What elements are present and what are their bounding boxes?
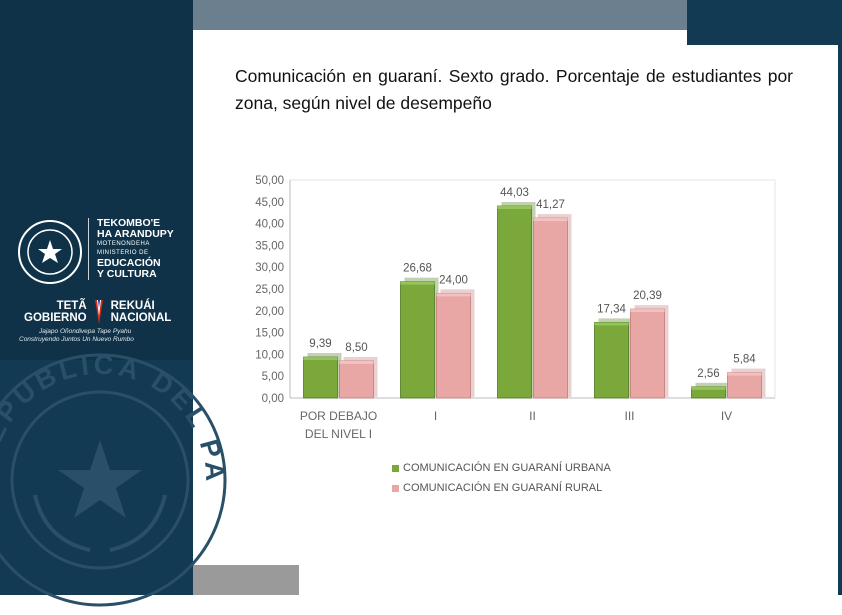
bar-top-highlight bbox=[727, 372, 762, 376]
data-label: 17,34 bbox=[597, 303, 626, 315]
x-tick-label: III bbox=[624, 409, 634, 423]
ministry-line6: Y CULTURA bbox=[97, 268, 157, 280]
bar-top-highlight bbox=[630, 309, 665, 313]
y-tick-label: 45,00 bbox=[255, 197, 284, 209]
gov-left1: TETÃ bbox=[56, 300, 87, 312]
x-tick-label: DEL NIVEL I bbox=[305, 427, 372, 441]
x-tick-label: POR DEBAJO bbox=[300, 409, 377, 423]
bar bbox=[436, 292, 471, 399]
bar bbox=[533, 217, 568, 399]
bar-top-highlight bbox=[594, 322, 629, 326]
data-label: 5,84 bbox=[733, 354, 756, 366]
data-label: 20,39 bbox=[633, 290, 662, 302]
data-label: 2,56 bbox=[697, 368, 719, 380]
bar bbox=[339, 360, 374, 399]
x-tick-label: IV bbox=[721, 409, 732, 423]
bar-top-highlight bbox=[691, 386, 726, 390]
y-tick-label: 5,00 bbox=[262, 371, 284, 383]
bar-top-highlight bbox=[400, 281, 435, 285]
legend-swatch-rural bbox=[392, 484, 399, 492]
data-label: 26,68 bbox=[403, 263, 432, 275]
flag-ribbon-icon bbox=[94, 300, 103, 324]
ministry-line3: MOTENONDEHA bbox=[97, 241, 150, 247]
bottom-bar bbox=[193, 565, 299, 595]
y-tick-label: 0,00 bbox=[262, 393, 284, 405]
data-label: 44,03 bbox=[500, 187, 529, 199]
bar bbox=[400, 281, 435, 399]
ministry-logo: TEKOMBO'E HA ARANDUPY MOTENONDEHA MINIST… bbox=[16, 218, 186, 344]
gov-right1: REKUÁI bbox=[110, 300, 155, 312]
y-tick-label: 20,00 bbox=[255, 306, 284, 318]
legend-item-urban: COMUNICACIÓN EN GUARANÍ URBANA bbox=[392, 458, 611, 478]
y-tick-label: 25,00 bbox=[255, 284, 284, 296]
data-label: 24,00 bbox=[439, 274, 468, 286]
y-tick-label: 35,00 bbox=[255, 240, 284, 252]
legend-swatch-urban bbox=[392, 464, 399, 472]
gov-left2: GOBIERNO bbox=[24, 312, 87, 324]
y-tick-label: 50,00 bbox=[255, 175, 284, 187]
data-label: 41,27 bbox=[536, 199, 565, 211]
top-bar bbox=[193, 0, 687, 30]
ministry-line4: MINISTERIO DE bbox=[97, 250, 149, 256]
bar bbox=[594, 321, 629, 399]
page-title: Comunicación en guaraní. Sexto grado. Po… bbox=[235, 66, 793, 113]
bar bbox=[691, 386, 726, 399]
logo-divider bbox=[88, 218, 89, 280]
bar-top-highlight bbox=[436, 293, 471, 297]
national-seal-icon bbox=[18, 220, 82, 284]
ministry-line2: HA ARANDUPY bbox=[97, 228, 174, 240]
slogan-line1: Jajapo Oñondivepa Tape Pyahu bbox=[39, 328, 132, 335]
right-edge-bar bbox=[838, 45, 842, 595]
gov-right2: NACIONAL bbox=[110, 312, 172, 324]
bar-top-highlight bbox=[303, 357, 338, 361]
data-label: 8,50 bbox=[345, 342, 367, 354]
bar bbox=[497, 205, 532, 399]
gobierno-nacional-logo: TETÃ GOBIERNO REKUÁI NACIONAL bbox=[24, 298, 186, 326]
ministry-line1: TEKOMBO'E bbox=[97, 217, 161, 229]
seal-text: REPUBLICA DEL PARAGUAY bbox=[0, 345, 226, 486]
ministry-name: TEKOMBO'E HA ARANDUPY MOTENONDEHA MINIST… bbox=[97, 218, 174, 280]
legend-label-rural: COMUNICACIÓN EN GUARANÍ RURAL bbox=[403, 482, 603, 494]
svg-text:REPUBLICA DEL PARAGUAY: REPUBLICA DEL PARAGUAY bbox=[0, 345, 230, 486]
x-tick-label: I bbox=[434, 409, 437, 423]
ministry-line5: EDUCACIÓN bbox=[97, 257, 161, 269]
slogan-line2: Construyendo Juntos Un Nuevo Rumbo bbox=[19, 336, 134, 343]
bar-chart-svg: 0,00 5,00 10,00 15,00 20,00 25,00 30,00 35,00 40… bbox=[255, 175, 776, 441]
x-tick-label: II bbox=[529, 409, 536, 423]
bar-top-highlight bbox=[339, 360, 374, 364]
y-tick-label: 10,00 bbox=[255, 349, 284, 361]
data-label: 9,39 bbox=[309, 338, 331, 350]
y-tick-label: 40,00 bbox=[255, 219, 284, 231]
bar-top-highlight bbox=[497, 206, 532, 210]
legend-item-rural: COMUNICACIÓN EN GUARANÍ RURAL bbox=[392, 478, 611, 498]
slogan: Jajapo Oñondivepa Tape Pyahu Construyend… bbox=[19, 328, 186, 344]
y-tick-label: 30,00 bbox=[255, 262, 284, 274]
bar bbox=[630, 308, 665, 399]
chart-legend: COMUNICACIÓN EN GUARANÍ URBANA COMUNICAC… bbox=[392, 458, 611, 498]
bar-chart: 0,00 5,00 10,00 15,00 20,00 25,00 30,00 35,00 40… bbox=[230, 165, 790, 505]
y-tick-label: 15,00 bbox=[255, 328, 284, 340]
bar bbox=[727, 372, 762, 399]
bar-top-highlight bbox=[533, 218, 568, 222]
paraguay-seal-watermark: REPUBLICA DEL PARAGUAY bbox=[0, 345, 230, 607]
legend-label-urban: COMUNICACIÓN EN GUARANÍ URBANA bbox=[403, 462, 611, 474]
top-bar-accent bbox=[687, 0, 842, 45]
bar bbox=[303, 356, 338, 399]
